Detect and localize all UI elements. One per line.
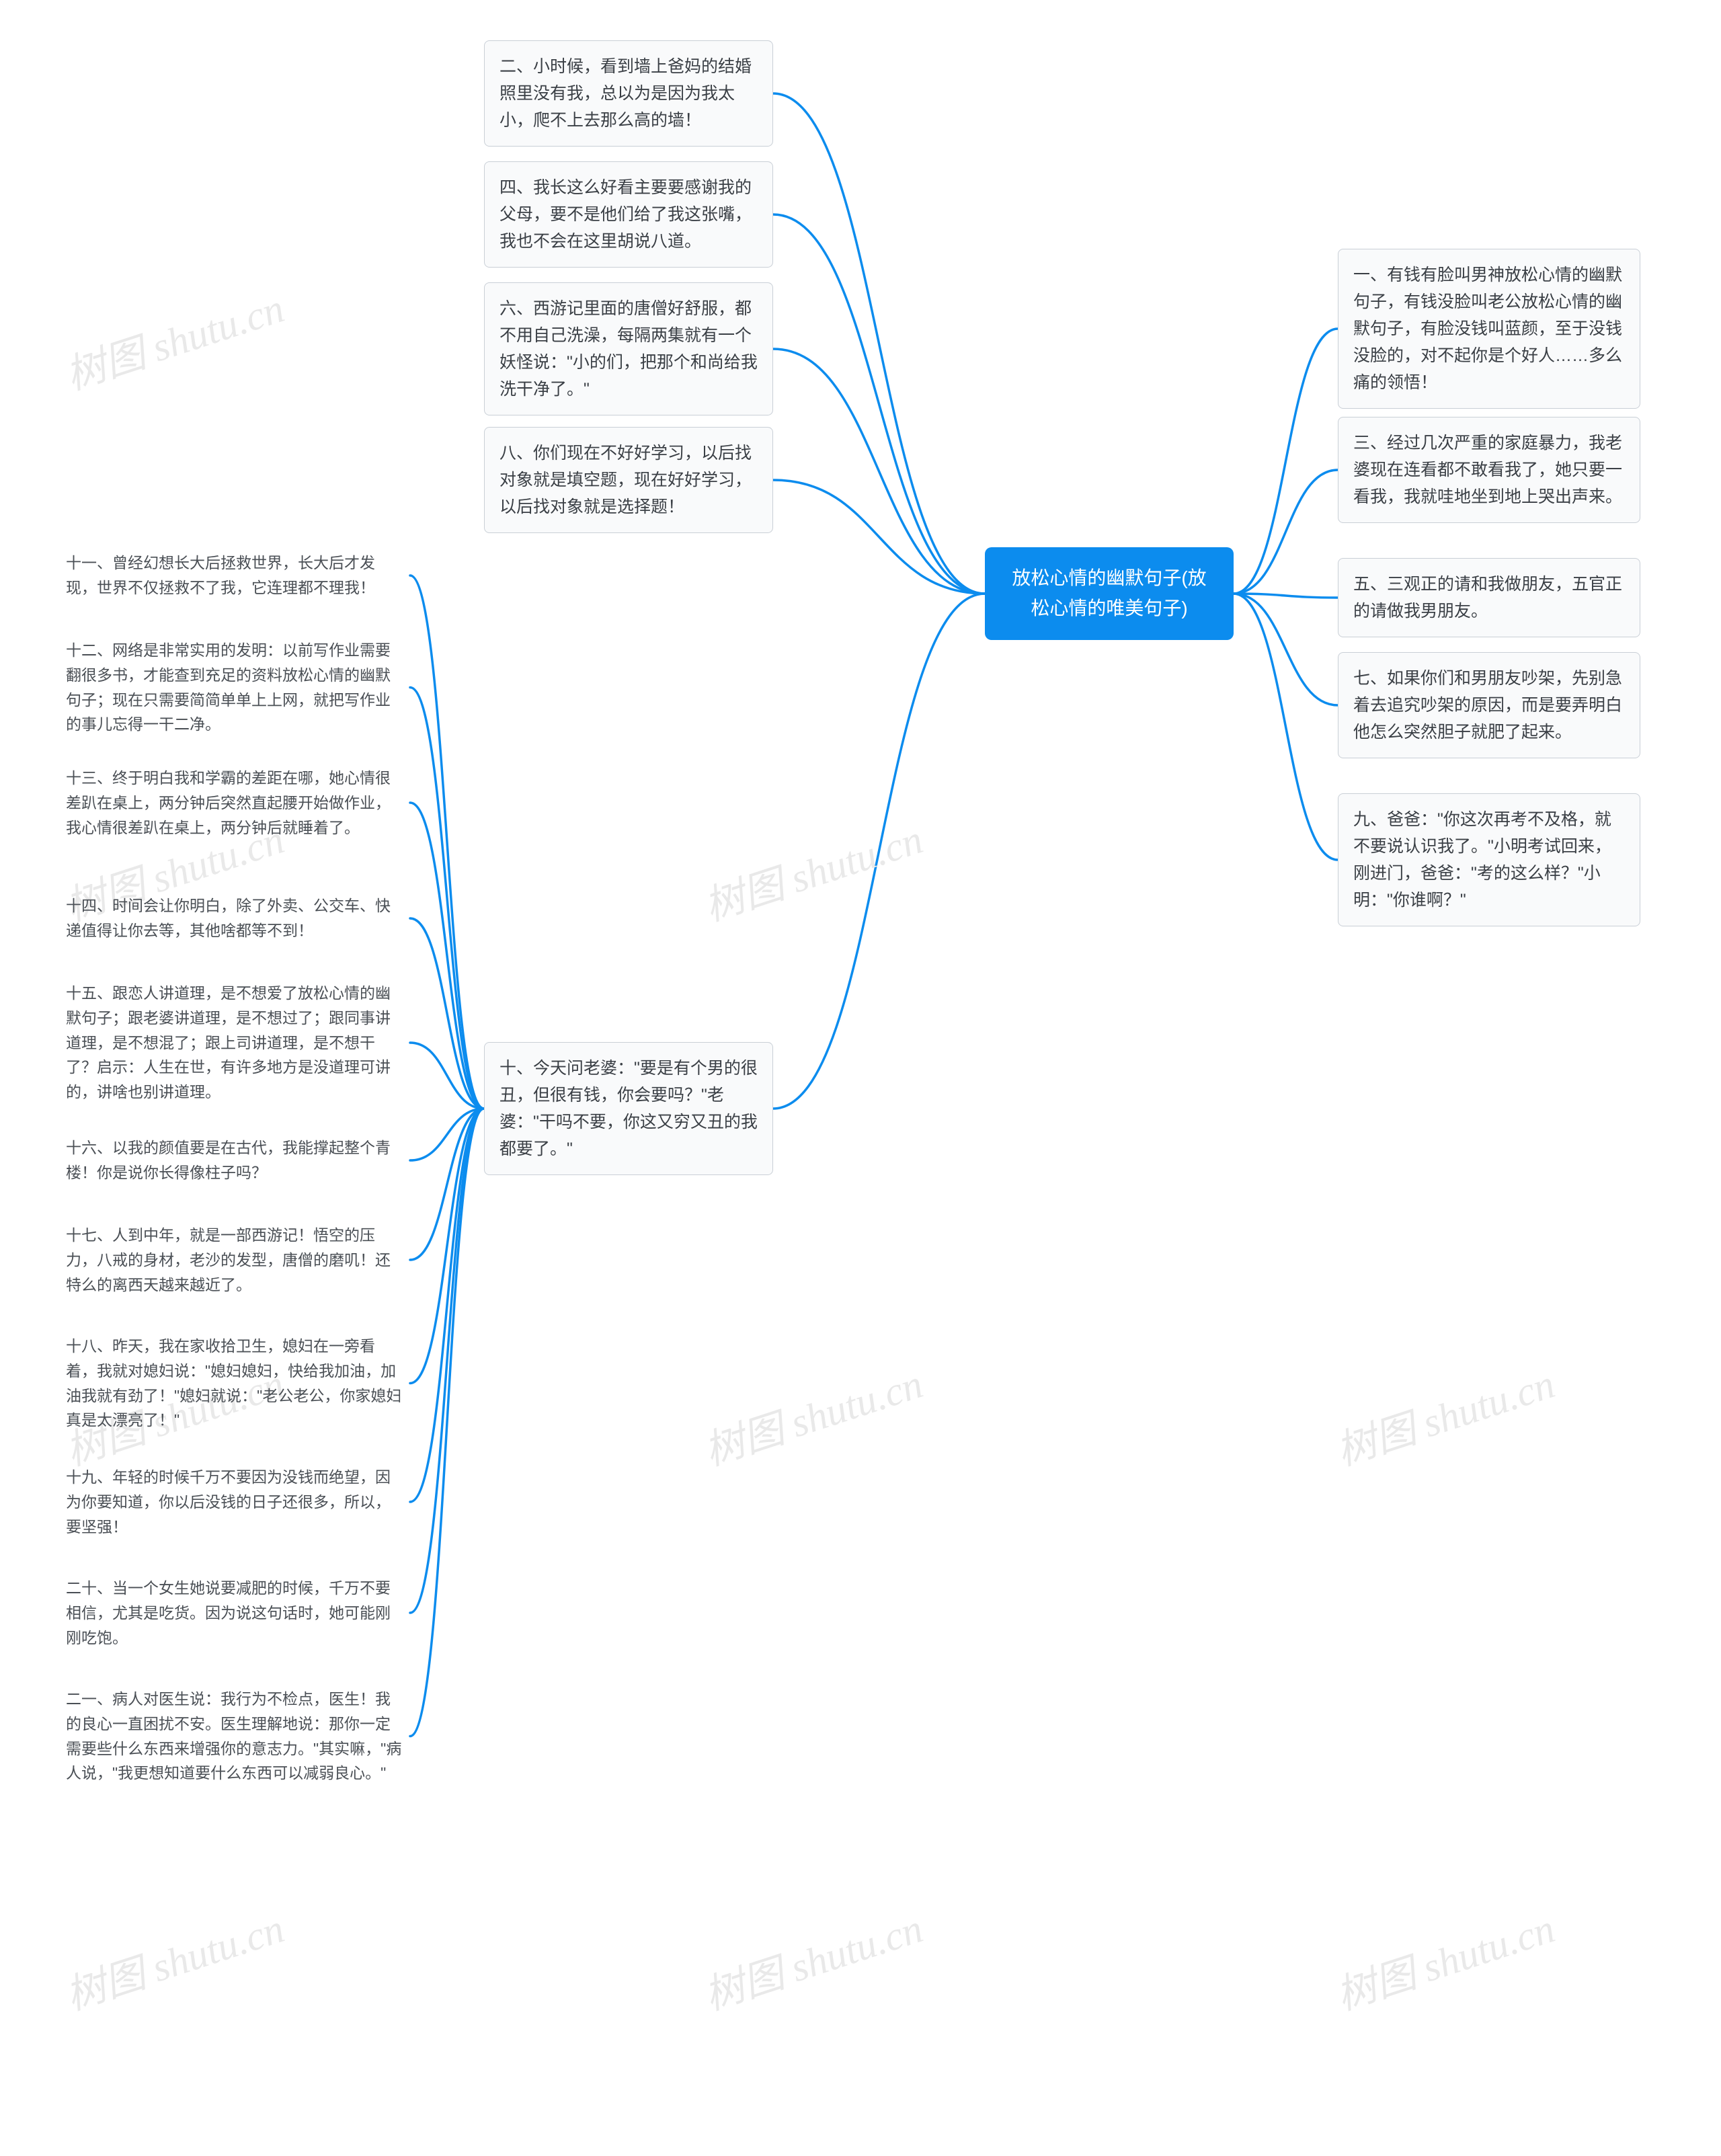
edge [410, 1043, 484, 1109]
leaf-node-p15: 十五、跟恋人讲道理，是不想爱了放松心情的幽默句子；跟老婆讲道理，是不想过了；跟同… [61, 978, 410, 1107]
watermark: 树图 shutu.cn [696, 1896, 929, 2022]
watermark: 树图 shutu.cn [57, 276, 290, 401]
edge [1234, 594, 1338, 705]
watermark: 树图 shutu.cn [696, 1351, 929, 1477]
branch-node-r5: 五、三观正的请和我做朋友，五官正的请做我男朋友。 [1338, 558, 1640, 637]
edge [773, 480, 985, 594]
edge [410, 575, 484, 1109]
edge [410, 688, 484, 1109]
watermark: 树图 shutu.cn [57, 1896, 290, 2022]
edge [410, 1109, 484, 1736]
watermark: 树图 shutu.cn [1328, 1351, 1561, 1477]
edge [410, 1109, 484, 1502]
leaf-node-p11: 十一、曾经幻想长大后拯救世界，长大后才发现，世界不仅拯救不了我，它连理都不理我！ [61, 548, 410, 603]
edge [410, 1109, 484, 1384]
branch-node-l10: 十、今天问老婆："要是有个男的很丑，但很有钱，你会要吗？"老婆："干吗不要，你这… [484, 1042, 773, 1175]
edge [1234, 470, 1338, 594]
leaf-node-p19: 十九、年轻的时候千万不要因为没钱而绝望，因为你要知道，你以后没钱的日子还很多，所… [61, 1462, 410, 1542]
edge [410, 918, 484, 1109]
edge [1234, 594, 1338, 598]
edge [773, 93, 985, 594]
leaf-node-p17: 十七、人到中年，就是一部西游记！悟空的压力，八戒的身材，老沙的发型，唐僧的磨叽！… [61, 1220, 410, 1300]
branch-node-r1: 一、有钱有脸叫男神放松心情的幽默句子，有钱没脸叫老公放松心情的幽默句子，有脸没钱… [1338, 249, 1640, 409]
watermark: 树图 shutu.cn [696, 807, 929, 932]
leaf-node-p21: 二一、病人对医生说：我行为不检点，医生！我的良心一直困扰不安。医生理解地说：那你… [61, 1684, 410, 1788]
edge [410, 1109, 484, 1613]
watermark: 树图 shutu.cn [1328, 1896, 1561, 2022]
leaf-node-p14: 十四、时间会让你明白，除了外卖、公交车、快递值得让你去等，其他啥都等不到！ [61, 891, 410, 946]
leaf-node-p16: 十六、以我的颜值要是在古代，我能撑起整个青楼！你是说你长得像柱子吗？ [61, 1133, 410, 1188]
leaf-node-p12: 十二、网络是非常实用的发明：以前写作业需要翻很多书，才能查到充足的资料放松心情的… [61, 635, 410, 740]
branch-node-r9: 九、爸爸："你这次再考不及格，就不要说认识我了。"小明考试回来，刚进门，爸爸："… [1338, 793, 1640, 926]
edge [773, 594, 985, 1109]
edge [773, 349, 985, 594]
edge [410, 1109, 484, 1160]
edge [773, 214, 985, 594]
edge [1234, 329, 1338, 594]
edge [410, 1109, 484, 1260]
leaf-node-p13: 十三、终于明白我和学霸的差距在哪，她心情很差趴在桌上，两分钟后突然直起腰开始做作… [61, 763, 410, 842]
mindmap-canvas: 树图 shutu.cn 树图 shutu.cn 树图 shutu.cn 树图 shut… [0, 0, 1721, 2156]
branch-node-l6: 六、西游记里面的唐僧好舒服，都不用自己洗澡，每隔两集就有一个妖怪说："小的们，把… [484, 282, 773, 415]
leaf-node-p18: 十八、昨天，我在家收拾卫生，媳妇在一旁看着，我就对媳妇说："媳妇媳妇，快给我加油… [61, 1331, 410, 1435]
edge [1234, 594, 1338, 860]
branch-node-l4: 四、我长这么好看主要要感谢我的父母，要不是他们给了我这张嘴，我也不会在这里胡说八… [484, 161, 773, 268]
edge [410, 803, 484, 1109]
branch-node-l2: 二、小时候，看到墙上爸妈的结婚照里没有我，总以为是因为我太小，爬不上去那么高的墙… [484, 40, 773, 147]
leaf-node-p20: 二十、当一个女生她说要减肥的时候，千万不要相信，尤其是吃货。因为说这句话时，她可… [61, 1573, 410, 1652]
branch-node-r3: 三、经过几次严重的家庭暴力，我老婆现在连看都不敢看我了，她只要一看我，我就哇地坐… [1338, 417, 1640, 523]
root-node: 放松心情的幽默句子(放松心情的唯美句子) [985, 547, 1234, 640]
branch-node-r7: 七、如果你们和男朋友吵架，先别急着去追究吵架的原因，而是要弄明白他怎么突然胆子就… [1338, 652, 1640, 758]
branch-node-l8: 八、你们现在不好好学习，以后找对象就是填空题，现在好好学习，以后找对象就是选择题… [484, 427, 773, 533]
